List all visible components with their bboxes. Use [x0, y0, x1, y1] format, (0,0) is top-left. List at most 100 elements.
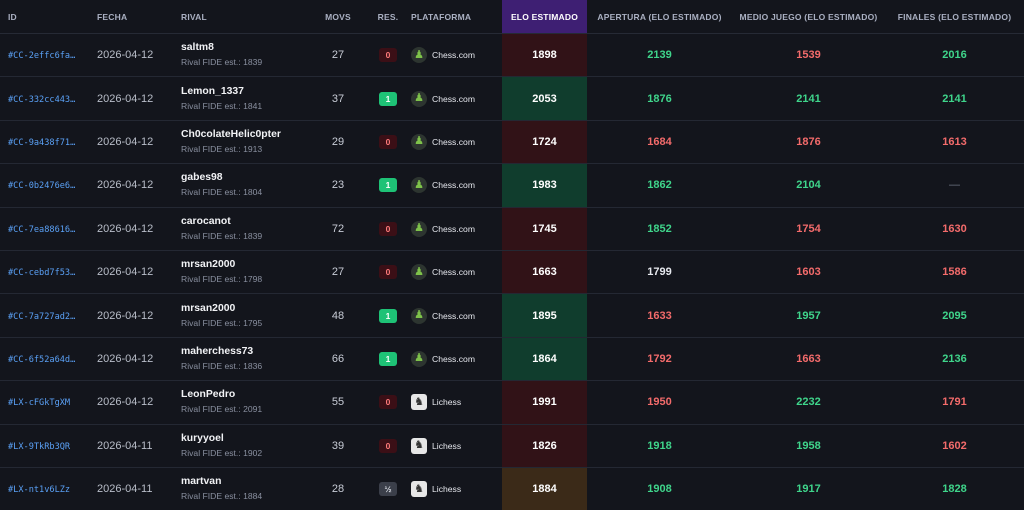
endgame-elo: 1602	[885, 424, 1024, 468]
rival-cell: saltm8 Rival FIDE est.: 1839	[181, 33, 311, 78]
platform-name: Lichess	[432, 397, 462, 408]
platform: ♟ Chess.com	[411, 177, 502, 194]
endgame-elo: 1586	[885, 250, 1024, 295]
rival-name[interactable]: Ch0colateHelic0pter	[181, 128, 281, 140]
result-badge: 0	[379, 438, 397, 453]
rival-name[interactable]: kuryyoel	[181, 432, 224, 444]
rival-cell: maherchess73 Rival FIDE est.: 1836	[181, 337, 311, 382]
table-row[interactable]: #LX-9TkRb3QR 2026-04-11 kuryyoel Rival FIDE…	[0, 424, 1024, 468]
game-id-link[interactable]: #CC-6f52a64d…	[8, 354, 76, 365]
header-elo[interactable]: ELO ESTIMADO	[502, 0, 587, 34]
table-row[interactable]: #CC-332cc443… 2026-04-12 Lemon_1337 Rival F…	[0, 76, 1024, 121]
table-row[interactable]: #CC-2effc6fa… 2026-04-12 saltm8 Rival FIDE …	[0, 33, 1024, 78]
platform: ♟ Chess.com	[411, 307, 502, 324]
result-badge: 1	[379, 308, 397, 323]
rival-name[interactable]: LeonPedro	[181, 389, 236, 401]
rival-cell: gabes98 Rival FIDE est.: 1804	[181, 163, 311, 208]
table-row[interactable]: #LX-nt1v6LZz 2026-04-11 martvan Rival FIDE …	[0, 467, 1024, 510]
pawn-icon: ♟	[411, 264, 427, 281]
rival-fide: Rival FIDE est.: 1798	[181, 274, 263, 285]
table-row[interactable]: #LX-cFGkTgXM 2026-04-12 LeonPedro Rival FID…	[0, 380, 1024, 425]
game-date: 2026-04-12	[97, 266, 154, 279]
endgame-elo: 1828	[942, 483, 967, 496]
rival-name[interactable]: mrsan2000	[181, 259, 236, 271]
elo-estimate: 1898	[502, 33, 587, 78]
moves-count: 29	[331, 135, 345, 148]
pawn-icon: ♟	[411, 177, 427, 194]
moves-count: 37	[331, 92, 345, 105]
game-id-link[interactable]: #LX-9TkRb3QR	[8, 441, 71, 452]
table-row[interactable]: #CC-6f52a64d… 2026-04-12 maherchess73 Rival…	[0, 337, 1024, 382]
moves-count: 72	[331, 222, 345, 235]
rival-name[interactable]: carocanot	[181, 215, 231, 227]
header-platform[interactable]: PLATAFORMA	[411, 0, 502, 34]
game-id-link[interactable]: #CC-332cc443…	[8, 94, 76, 105]
game-id-link[interactable]: #LX-cFGkTgXM	[8, 398, 71, 409]
game-date: 2026-04-12	[97, 179, 154, 192]
rival-fide: Rival FIDE est.: 1804	[181, 187, 263, 198]
opening-elo: 1862	[587, 163, 732, 208]
game-id-link[interactable]: #CC-cebd7f53…	[8, 268, 76, 279]
rival-cell: martvan Rival FIDE est.: 1884	[181, 467, 311, 510]
table-row[interactable]: #CC-7a727ad2… 2026-04-12 mrsan2000 Rival FI…	[0, 293, 1024, 338]
knight-icon: ♞	[411, 394, 427, 411]
header-id[interactable]: ID	[0, 0, 97, 34]
rival-name[interactable]: Lemon_1337	[181, 85, 244, 97]
header-result[interactable]: RES.	[365, 0, 411, 34]
rival-fide: Rival FIDE est.: 1913	[181, 143, 263, 154]
table-row[interactable]: #CC-9a438f71… 2026-04-12 Ch0colateHelic0pt…	[0, 120, 1024, 165]
game-id-link[interactable]: #CC-7ea88616…	[8, 224, 76, 235]
rival-name[interactable]: mrsan2000	[181, 302, 236, 314]
game-id-link[interactable]: #CC-9a438f71…	[8, 137, 76, 148]
endgame-elo: 2095	[885, 293, 1024, 338]
game-id-link[interactable]: #CC-2effc6fa…	[8, 51, 76, 62]
rival-cell: kuryyoel Rival FIDE est.: 1902	[181, 424, 311, 468]
knight-icon: ♞	[411, 437, 427, 454]
game-id-link[interactable]: #CC-7a727ad2…	[8, 311, 76, 322]
game-date: 2026-04-12	[97, 309, 154, 322]
platform: ♞ Lichess	[411, 437, 502, 454]
result-badge: 0	[379, 134, 397, 149]
table-row[interactable]: #CC-0b2476e6… 2026-04-12 gabes98 Rival FIDE…	[0, 163, 1024, 208]
middlegame-elo: 1663	[732, 337, 885, 382]
header-movs[interactable]: MOVS	[311, 0, 365, 34]
middlegame-elo: 1917	[796, 483, 821, 496]
result-badge: 0	[379, 265, 397, 280]
rival-cell: Ch0colateHelic0pter Rival FIDE est.: 1913	[181, 120, 311, 165]
rival-name[interactable]: martvan	[181, 476, 222, 488]
header-opening[interactable]: APERTURA (ELO ESTIMADO)	[587, 0, 732, 34]
result-badge: 0	[379, 48, 397, 63]
opening-elo: 1799	[587, 250, 732, 295]
rival-name[interactable]: saltm8	[181, 42, 214, 54]
opening-elo: 1918	[587, 424, 732, 468]
rival-cell: mrsan2000 Rival FIDE est.: 1795	[181, 293, 311, 338]
moves-count: 23	[331, 179, 345, 192]
result-badge: 0	[379, 221, 397, 236]
game-id-link[interactable]: #CC-0b2476e6…	[8, 181, 76, 192]
header-rival[interactable]: RIVAL	[181, 0, 311, 34]
header-date[interactable]: FECHA	[97, 0, 181, 34]
rival-name[interactable]: maherchess73	[181, 345, 254, 357]
result-badge: 1	[379, 178, 397, 193]
header-middle[interactable]: MEDIO JUEGO (ELO ESTIMADO)	[732, 0, 885, 34]
rival-fide: Rival FIDE est.: 1795	[181, 317, 263, 328]
platform-name: Chess.com	[432, 310, 475, 321]
rival-fide: Rival FIDE est.: 1839	[181, 57, 263, 68]
table-row[interactable]: #CC-7ea88616… 2026-04-12 carocanot Rival FI…	[0, 207, 1024, 251]
endgame-elo: 2141	[885, 76, 1024, 121]
moves-count: 27	[331, 49, 345, 62]
moves-count: 66	[331, 352, 345, 365]
rival-fide: Rival FIDE est.: 1841	[181, 100, 263, 111]
elo-estimate: 1724	[502, 120, 587, 165]
elo-estimate: 1983	[502, 163, 587, 208]
table-row[interactable]: #CC-cebd7f53… 2026-04-12 mrsan2000 Rival FI…	[0, 250, 1024, 295]
rival-cell: carocanot Rival FIDE est.: 1839	[181, 207, 311, 251]
opening-elo: 1684	[587, 120, 732, 165]
game-id-link[interactable]: #LX-nt1v6LZz	[8, 485, 71, 496]
rival-cell: LeonPedro Rival FIDE est.: 2091	[181, 380, 311, 425]
rival-name[interactable]: gabes98	[181, 172, 223, 184]
header-endgame[interactable]: FINALES (ELO ESTIMADO)	[885, 0, 1024, 34]
middlegame-elo: 2141	[732, 76, 885, 121]
moves-count: 55	[331, 396, 345, 409]
rival-cell: Lemon_1337 Rival FIDE est.: 1841	[181, 76, 311, 121]
